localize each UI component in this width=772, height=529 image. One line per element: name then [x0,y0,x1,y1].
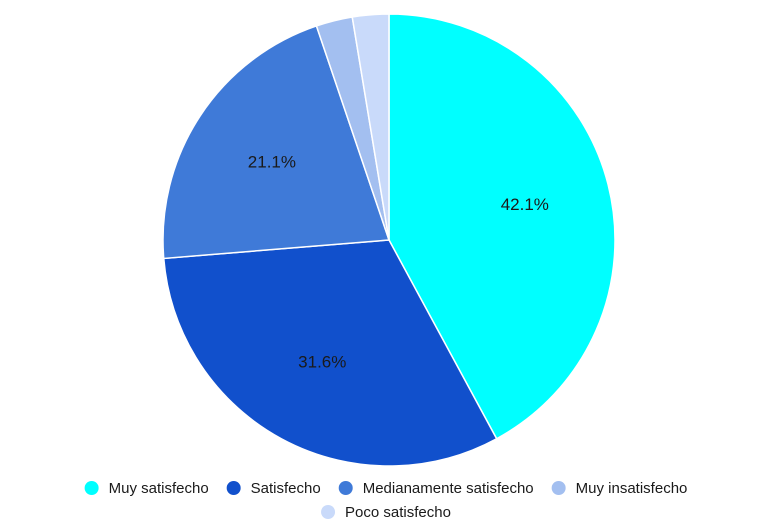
legend-label-muy-insatisfecho: Muy insatisfecho [576,480,688,497]
legend-label-muy-satisfecho: Muy satisfecho [109,480,209,497]
legend-swatch-medianamente-satisfecho [338,481,353,495]
pie-slice-satisfecho [162,239,498,467]
slice-label-muy-satisfecho: 42.1% [501,195,549,214]
legend-label-satisfecho: Satisfecho [251,480,321,497]
legend-label-medianamente-satisfecho: Medianamente satisfecho [363,480,534,497]
legend-swatch-muy-insatisfecho [551,481,566,495]
legend-swatch-satisfecho [226,481,241,495]
slice-label-satisfecho: 31.6% [298,353,346,372]
legend-swatch-poco-satisfecho [321,505,336,519]
legend-swatch-muy-satisfecho [84,481,99,495]
pie-slices [162,13,616,467]
slice-labels: 42.1% 31.6% 21.1% [248,153,549,372]
pie-slice-muy-satisfecho [388,13,616,440]
legend-label-poco-satisfecho: Poco satisfecho [345,504,451,521]
legend: Muy satisfecho Satisfecho Medianamente sat… [84,480,688,521]
slice-label-medianamente-satisfecho: 21.1% [248,153,296,172]
pie-slice-medianamente-satisfecho [162,25,391,260]
pie-slice-poco-satisfecho [351,13,390,241]
